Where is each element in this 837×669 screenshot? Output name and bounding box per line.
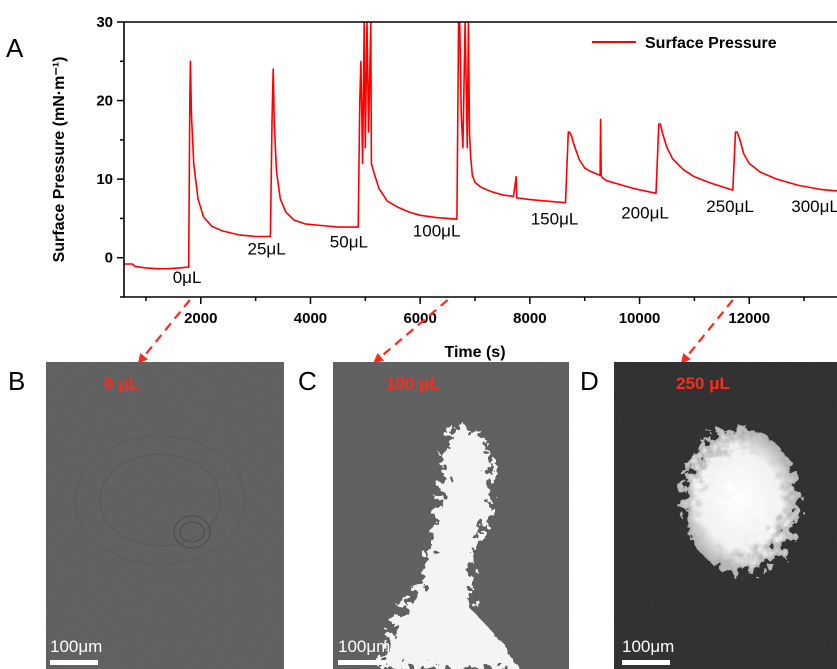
- x-tick-label: 10000: [619, 310, 661, 327]
- scale-bar-d: [622, 660, 670, 665]
- volume-annotation: 200μL: [621, 203, 669, 222]
- scale-bar-label-c: 100μm: [338, 637, 390, 656]
- series-line-surface-pressure: [124, 22, 837, 270]
- arrow-to-panel: [137, 299, 191, 364]
- panel-label-a: A: [6, 33, 24, 63]
- scale-bar-label-b: 100μm: [50, 637, 102, 656]
- volume-annotation: 0μL: [173, 268, 202, 287]
- arrow-to-panel: [680, 299, 734, 364]
- y-axis-label: Surface Pressure (mN·m⁻¹): [51, 57, 68, 263]
- volume-annotations: 0μL 25μL 50μL 100μL 150μL 200μL 250μL 300μL: [173, 197, 837, 287]
- panel-label-c: C: [298, 366, 317, 396]
- volume-annotation: 250μL: [706, 197, 754, 216]
- x-axis: 2000 4000 6000 8000 10000 12000: [124, 21, 837, 327]
- arrow-to-panel: [373, 299, 449, 364]
- image-panel-c: C 100 μL 100μm: [298, 362, 569, 669]
- y-tick-label: 0: [105, 250, 113, 267]
- x-tick-label: 6000: [403, 310, 436, 327]
- legend-label: Surface Pressure: [645, 35, 777, 52]
- y-tick-label: 30: [96, 14, 113, 31]
- scale-bar-label-d: 100μm: [622, 637, 674, 656]
- image-panel-b: B 0 μL 100μm: [8, 362, 284, 669]
- scale-bar-c: [338, 660, 386, 665]
- x-tick-label: 4000: [294, 310, 327, 327]
- plot-area: [124, 22, 837, 270]
- volume-annotation: 25μL: [248, 240, 286, 259]
- volume-annotation: 300μL: [791, 197, 837, 216]
- volume-annotation: 100μL: [413, 222, 461, 241]
- x-axis-label: Time (s): [444, 344, 505, 361]
- image-panel-d: D 250 μL 100μm: [580, 362, 837, 669]
- panel-label-b: B: [8, 366, 25, 396]
- volume-annotation: 150μL: [531, 210, 579, 229]
- bright-domain-d: [682, 428, 798, 572]
- x-tick-label: 8000: [513, 310, 546, 327]
- micrograph-b-texture: [46, 362, 284, 669]
- y-tick-label: 10: [96, 171, 113, 188]
- legend: Surface Pressure: [592, 35, 777, 52]
- image-label-d: 250 μL: [676, 374, 730, 393]
- panel-label-d: D: [580, 366, 599, 396]
- y-axis: 0 10 20 30: [96, 14, 125, 298]
- image-label-b: 0 μL: [104, 374, 139, 393]
- surface-pressure-chart: 0 10 20 30 2000 4000 6000 8000 10000 12000 0μL 25…: [51, 14, 837, 361]
- scale-bar-b: [50, 660, 98, 665]
- y-tick-label: 20: [96, 93, 113, 110]
- image-label-c: 100 μL: [386, 374, 440, 393]
- interference-rings: [74, 435, 246, 565]
- x-tick-label: 12000: [728, 310, 770, 327]
- x-tick-label: 2000: [184, 310, 217, 327]
- volume-annotation: 50μL: [330, 233, 368, 252]
- time-arrows: [137, 299, 734, 364]
- bright-domain-c: [380, 428, 520, 669]
